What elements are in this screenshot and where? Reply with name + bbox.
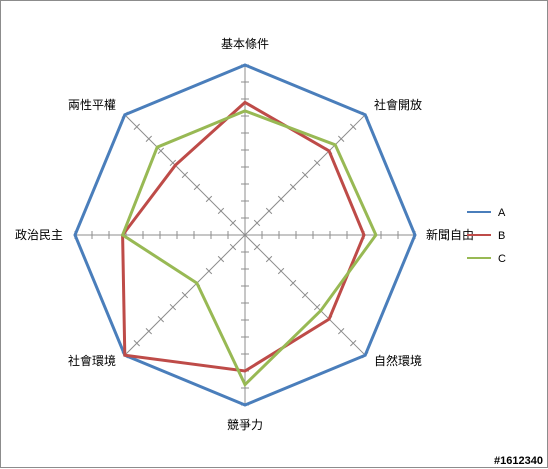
axis-tick [350, 123, 357, 130]
axis-label-1: 基本條件 [221, 37, 269, 51]
axis-tick [337, 327, 345, 335]
axis-tick [133, 123, 140, 130]
axis-tick [229, 243, 237, 251]
axis-label-4: 自然環境 [374, 353, 422, 368]
axis-tick [277, 267, 285, 275]
axis-tick [253, 219, 261, 227]
axis-tick [169, 159, 177, 167]
series-line-C [120, 109, 378, 388]
axis-label-2: 社會開放 [374, 97, 422, 112]
series-layer [73, 63, 417, 407]
axis-tick [313, 159, 321, 167]
legend-label-B: B [498, 230, 505, 242]
axis-tick [205, 195, 213, 203]
axis-tick [145, 135, 153, 143]
legend-label-C: C [498, 253, 506, 265]
axis-tick [181, 171, 189, 179]
axis-tick [193, 183, 201, 191]
series-line-A [73, 63, 417, 407]
axis-tick [277, 195, 285, 203]
axis-tick [181, 291, 189, 299]
radar-grid [74, 64, 416, 406]
axis-tick [217, 207, 225, 215]
axis-tick [289, 183, 297, 191]
legend-label-A: A [498, 207, 506, 219]
watermark-text: #1612340 [494, 455, 543, 467]
axis-label-3: 新聞自由 [426, 227, 474, 242]
axis-tick [313, 303, 321, 311]
axis-tick [289, 279, 297, 287]
axis-label-7: 政治民主 [15, 228, 63, 242]
axis-tick [157, 315, 165, 323]
axis-tick [253, 243, 261, 251]
series-line-B [121, 100, 366, 373]
axis-label-8: 兩性平權 [68, 98, 116, 112]
axis-tick [133, 340, 140, 347]
axis-tick [265, 255, 273, 263]
axis-tick [229, 219, 237, 227]
axis-label-6: 社會環境 [68, 353, 116, 368]
axis-tick [205, 267, 213, 275]
axis-label-5: 競爭力 [227, 417, 263, 432]
axis-tick [145, 327, 153, 335]
axis-tick [301, 171, 309, 179]
axis-tick [169, 303, 177, 311]
axis-tick [337, 135, 345, 143]
axis-tick [265, 207, 273, 215]
legend: ABC [467, 207, 506, 265]
axis-tick [301, 291, 309, 299]
axis-tick [350, 340, 357, 347]
axis-tick [157, 147, 165, 155]
axis-tick [217, 255, 225, 263]
